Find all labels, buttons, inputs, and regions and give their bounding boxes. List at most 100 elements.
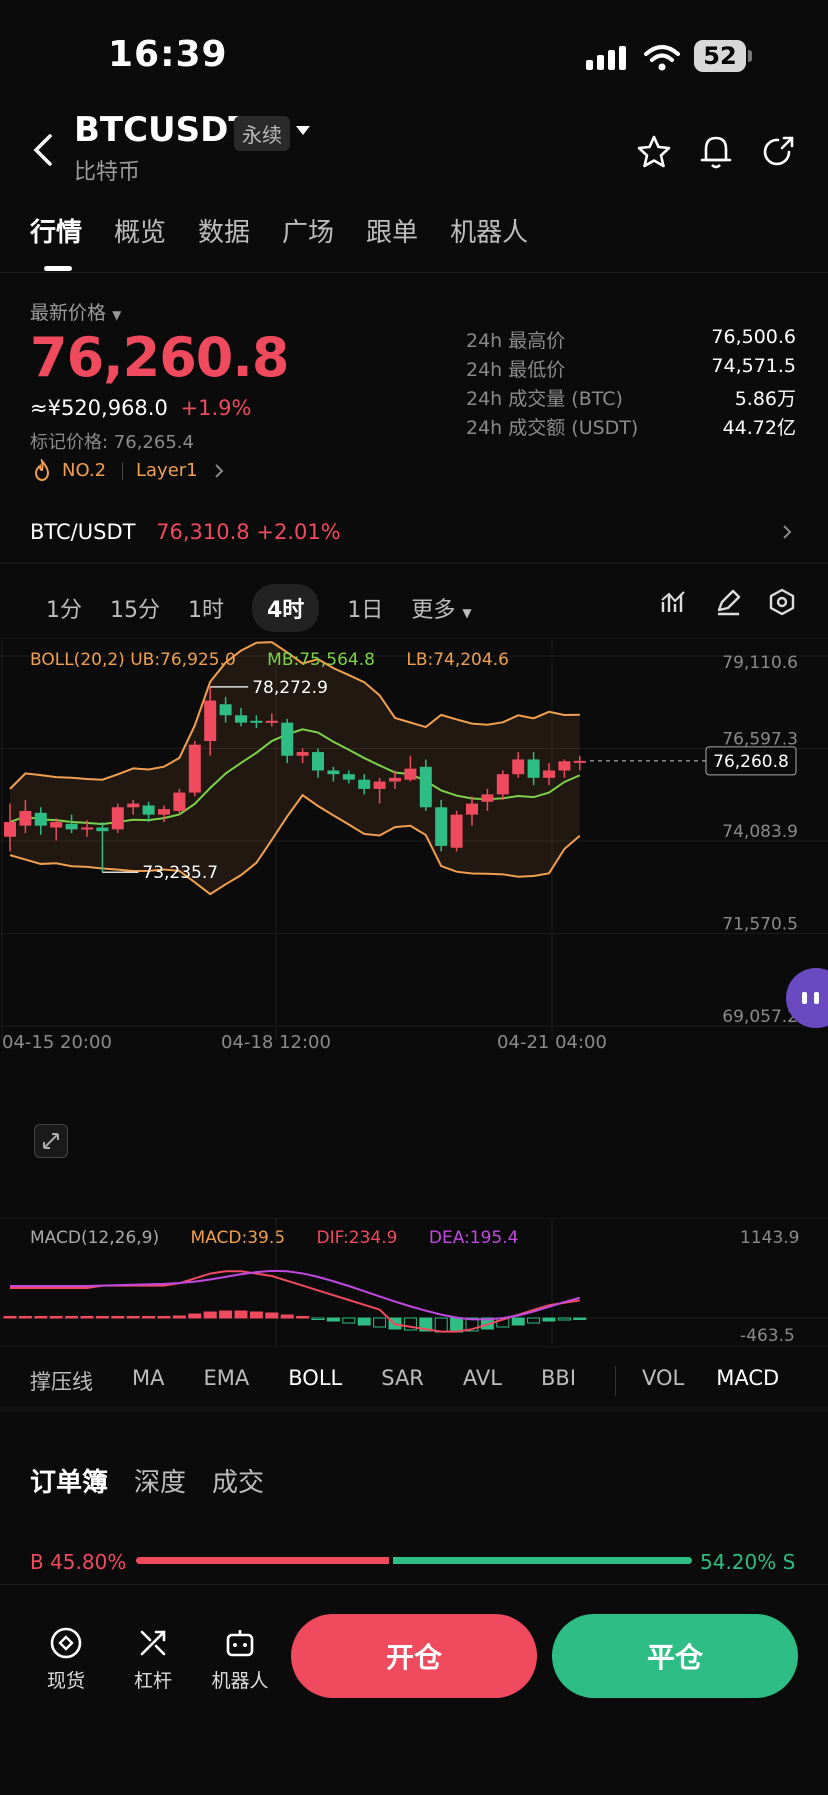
orderbook-tabs: 订单簿 深度 成交 <box>30 1462 264 1499</box>
boll-mb: MB:75,564.8 <box>267 650 375 670</box>
macd-hist-bar <box>18 1316 32 1319</box>
candle-body <box>4 822 16 837</box>
macd-hist-bar <box>219 1310 233 1319</box>
open-position-button[interactable]: 开仓 <box>291 1614 537 1698</box>
candle-body <box>158 809 170 815</box>
sell-ratio: 54.20% S <box>700 1550 796 1574</box>
y-tick-label: 79,110.6 <box>722 653 798 673</box>
candle-body <box>235 715 247 723</box>
macd-hist-bar <box>403 1317 417 1331</box>
boll-legend: BOLL(20,2) UB:76,925.0 MB:75,564.8 LB:74… <box>30 650 509 670</box>
tab-market[interactable]: 行情 <box>30 218 83 248</box>
close-position-button[interactable]: 平仓 <box>552 1614 798 1698</box>
tab-square[interactable]: 广场 <box>282 218 335 248</box>
battery-level: 52 <box>694 40 746 72</box>
macd-label: MACD(12,26,9) <box>30 1228 160 1248</box>
draw-icon[interactable] <box>714 588 742 616</box>
nav-leverage[interactable]: 杠杆 <box>118 1626 188 1693</box>
price-change: +1.9% <box>180 396 252 420</box>
stat-turnover: 24h 成交额 (USDT) 44.72亿 <box>466 417 796 439</box>
divider <box>0 1218 828 1219</box>
candle-body <box>466 803 478 815</box>
ind-macd[interactable]: MACD <box>716 1366 780 1390</box>
ind-support[interactable]: 撑压线 <box>30 1370 93 1394</box>
tf-1h[interactable]: 1时 <box>188 598 224 623</box>
wifi-icon <box>644 45 680 71</box>
macd-chart <box>0 1218 828 1348</box>
caret-down-icon[interactable] <box>296 126 310 136</box>
macd-hist-bar <box>296 1316 310 1319</box>
divider <box>0 272 828 273</box>
macd-hist-bar <box>527 1317 541 1324</box>
tab-depth[interactable]: 深度 <box>134 1468 187 1498</box>
rank-badge[interactable]: NO.2 <box>62 460 107 481</box>
ind-sar[interactable]: SAR <box>381 1366 424 1390</box>
macd-hist-bar <box>111 1316 125 1319</box>
back-icon[interactable] <box>30 132 54 168</box>
macd-hist-bar <box>142 1316 156 1319</box>
divider <box>122 462 123 480</box>
ind-bbi[interactable]: BBI <box>541 1366 577 1390</box>
tab-overview[interactable]: 概览 <box>114 218 167 248</box>
macd-hist-bar <box>234 1310 248 1319</box>
symbol-title[interactable]: BTCUSDT <box>74 110 252 150</box>
tab-data[interactable]: 数据 <box>198 218 251 248</box>
dif-value: DIF:234.9 <box>316 1228 398 1248</box>
candle-body <box>250 720 263 723</box>
stat-volume: 24h 成交量 (BTC) 5.86万 <box>466 388 796 410</box>
ind-vol[interactable]: VOL <box>615 1366 684 1396</box>
bell-icon[interactable] <box>698 132 734 170</box>
candle-body <box>435 807 448 846</box>
macd-y-bottom: -463.5 <box>740 1326 795 1346</box>
category-badge[interactable]: Layer1 <box>136 460 198 481</box>
tab-robot[interactable]: 机器人 <box>450 218 529 248</box>
spot-icon <box>50 1627 82 1659</box>
candle-body <box>389 777 401 782</box>
candle-body <box>558 761 571 771</box>
macd-hist-bar <box>188 1313 202 1319</box>
buy-sell-ratio-bar <box>136 1557 692 1564</box>
ind-boll[interactable]: BOLL <box>288 1366 343 1390</box>
y-tick-label: 71,570.5 <box>722 915 798 935</box>
expand-chart-button[interactable] <box>34 1124 68 1158</box>
price-chart[interactable]: 79,110.6 76,597.3 74,083.9 71,570.5 69,057.2… <box>0 640 828 1200</box>
tab-copytrade[interactable]: 跟单 <box>366 218 419 248</box>
candle-body <box>573 760 586 763</box>
y-tick-label: 74,083.9 <box>722 822 798 842</box>
macd-hist-bar <box>326 1317 340 1322</box>
macd-hist-bar <box>95 1316 109 1319</box>
tf-4h[interactable]: 4时 <box>252 584 320 632</box>
macd-hist-bar <box>126 1316 140 1319</box>
tf-more[interactable]: 更多 ▼ <box>411 598 472 623</box>
star-icon[interactable] <box>636 134 672 170</box>
share-icon[interactable] <box>760 134 796 170</box>
chevron-right-icon[interactable] <box>214 463 224 479</box>
dea-value: DEA:195.4 <box>428 1228 519 1248</box>
float-assistant-button[interactable] <box>786 968 828 1028</box>
nav-robot[interactable]: 机器人 <box>205 1626 275 1693</box>
macd-y-top: 1143.9 <box>740 1228 800 1248</box>
indicator-icon[interactable] <box>660 588 688 616</box>
chevron-right-icon[interactable] <box>782 524 792 540</box>
tf-1m[interactable]: 1分 <box>46 598 82 623</box>
tf-1d[interactable]: 1日 <box>347 598 384 623</box>
latest-price-label[interactable]: 最新价格 ▼ <box>30 302 122 324</box>
spot-bar[interactable]: BTC/USDT 76,310.8 +2.01% <box>30 520 341 544</box>
macd-hist-bar <box>434 1317 448 1333</box>
mark-price: 标记价格: 76,265.4 <box>30 432 194 453</box>
macd-hist-bar <box>573 1317 587 1320</box>
tab-trades[interactable]: 成交 <box>212 1468 265 1498</box>
ind-avl[interactable]: AVL <box>462 1366 502 1390</box>
spot-pair: BTC/USDT <box>30 520 136 544</box>
macd-hist-bar <box>342 1317 356 1324</box>
ind-ma[interactable]: MA <box>132 1366 165 1390</box>
macd-hist-bar <box>357 1317 371 1326</box>
tab-orderbook[interactable]: 订单簿 <box>30 1468 109 1498</box>
settings-icon[interactable] <box>768 588 796 616</box>
ind-ema[interactable]: EMA <box>203 1366 250 1390</box>
macd-hist-bar <box>311 1317 325 1320</box>
nav-spot[interactable]: 现货 <box>31 1626 101 1693</box>
macd-hist-bar <box>3 1316 17 1319</box>
tf-15m[interactable]: 15分 <box>110 598 160 623</box>
last-price: 76,260.8 <box>30 326 289 389</box>
